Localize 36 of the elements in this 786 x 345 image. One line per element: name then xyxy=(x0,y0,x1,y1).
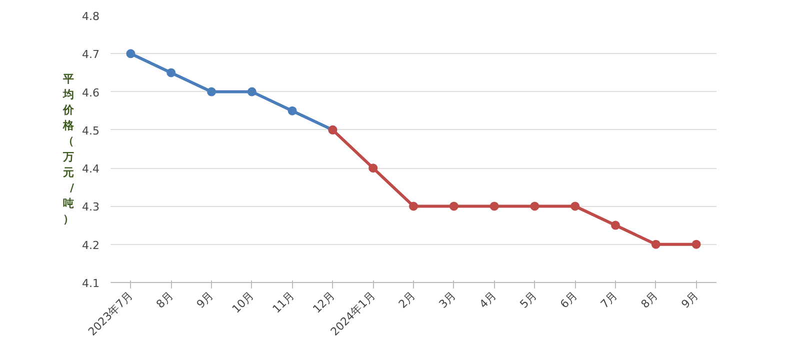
point xyxy=(288,106,297,116)
point xyxy=(166,68,176,78)
x-tick-label: 11月 xyxy=(270,288,297,316)
y-tick-label: 4.5 xyxy=(82,124,100,138)
text: 平均价格（万元/吨） xyxy=(63,72,74,226)
x-tick-label: 2月 xyxy=(396,288,418,311)
point xyxy=(368,164,378,173)
point xyxy=(126,49,136,58)
point xyxy=(247,87,256,96)
y-tick-label: 4.6 xyxy=(82,86,100,100)
x-tick-label: 5月 xyxy=(517,288,540,311)
point xyxy=(490,202,499,211)
point xyxy=(449,202,458,211)
y-tick-label: 4.1 xyxy=(82,277,100,290)
x-tick-label: 9月 xyxy=(678,288,701,311)
point xyxy=(530,202,540,211)
point xyxy=(409,202,418,211)
x-tick-label: 12月 xyxy=(310,288,338,316)
x-tick-label: 8月 xyxy=(638,288,660,311)
y-tick-label: 4.3 xyxy=(82,200,100,214)
point xyxy=(570,202,580,211)
point xyxy=(692,240,701,249)
point xyxy=(611,220,620,230)
x-tick-label: 10月 xyxy=(230,288,256,316)
y-tick-label: 4.8 xyxy=(82,10,100,23)
x-tick-label: 7月 xyxy=(598,288,620,311)
point xyxy=(207,87,216,96)
y-tick-label: 4.4 xyxy=(82,162,100,176)
x-tick-label: 3月 xyxy=(436,288,458,311)
x-tick-label: 8月 xyxy=(154,288,176,311)
x-tick-label: 4月 xyxy=(476,288,499,311)
x-tick-label: 6月 xyxy=(558,288,580,311)
point xyxy=(651,240,660,249)
x-tick-label: 9月 xyxy=(194,288,216,311)
y-tick-label: 4.7 xyxy=(82,48,100,62)
y-tick-label: 4.2 xyxy=(82,238,100,252)
